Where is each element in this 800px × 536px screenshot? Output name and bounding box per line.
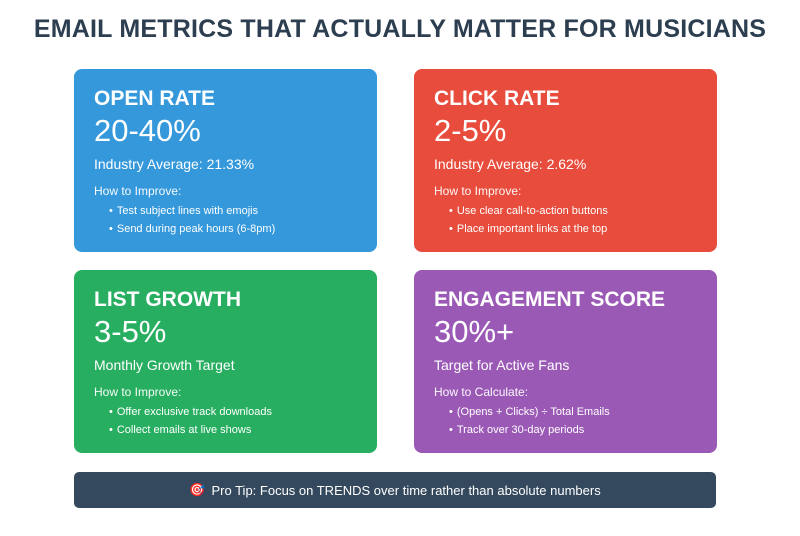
card-howto-label: How to Improve:	[434, 184, 522, 198]
card-title: OPEN RATE	[94, 87, 215, 110]
card-subtitle: Industry Average: 2.62%	[434, 156, 587, 172]
card-subtitle: Industry Average: 21.33%	[94, 156, 255, 172]
tip-item: Test subject lines with emojis	[109, 202, 357, 220]
tip-item: Send during peak hours (6-8pm)	[109, 220, 357, 238]
tips-list: Use clear call-to-action buttons Place i…	[434, 202, 697, 238]
card-subtitle: Target for Active Fans	[434, 357, 570, 373]
target-icon: 🎯	[189, 482, 206, 497]
card-title: ENGAGEMENT SCORE	[434, 288, 666, 311]
card-value: 3-5%	[94, 314, 167, 349]
card-value: 30%+	[434, 314, 515, 349]
card-howto-label: How to Calculate:	[434, 385, 529, 399]
tips-list: (Opens + Clicks) ÷ Total Emails Track ov…	[434, 403, 697, 439]
card-value: 2-5%	[434, 113, 507, 148]
card-open-rate: OPEN RATE 20-40% Industry Average: 21.33…	[74, 69, 377, 252]
card-howto-label: How to Improve:	[94, 184, 182, 198]
card-title: LIST GROWTH	[94, 288, 241, 311]
tip-item: Collect emails at live shows	[109, 421, 357, 439]
tip-item: Place important links at the top	[449, 220, 697, 238]
card-list-growth: LIST GROWTH 3-5% Monthly Growth Target H…	[74, 270, 377, 453]
card-value: 20-40%	[94, 113, 201, 148]
pro-tip-text: Pro Tip: Focus on TRENDS over time rathe…	[211, 482, 601, 498]
tip-item: (Opens + Clicks) ÷ Total Emails	[449, 403, 697, 421]
tip-item: Track over 30-day periods	[449, 421, 697, 439]
tips-list: Test subject lines with emojis Send duri…	[94, 202, 357, 238]
card-click-rate: CLICK RATE 2-5% Industry Average: 2.62% …	[414, 69, 717, 252]
card-howto-label: How to Improve:	[94, 385, 182, 399]
tips-list: Offer exclusive track downloads Collect …	[94, 403, 357, 439]
pro-tip-banner: 🎯 Pro Tip: Focus on TRENDS over time rat…	[74, 472, 716, 508]
tip-item: Use clear call-to-action buttons	[449, 202, 697, 220]
card-engagement-score: ENGAGEMENT SCORE 30%+ Target for Active …	[414, 270, 717, 453]
card-title: CLICK RATE	[434, 87, 560, 110]
card-subtitle: Monthly Growth Target	[94, 357, 235, 373]
tip-item: Offer exclusive track downloads	[109, 403, 357, 421]
page-title: EMAIL METRICS THAT ACTUALLY MATTER FOR M…	[33, 15, 767, 43]
